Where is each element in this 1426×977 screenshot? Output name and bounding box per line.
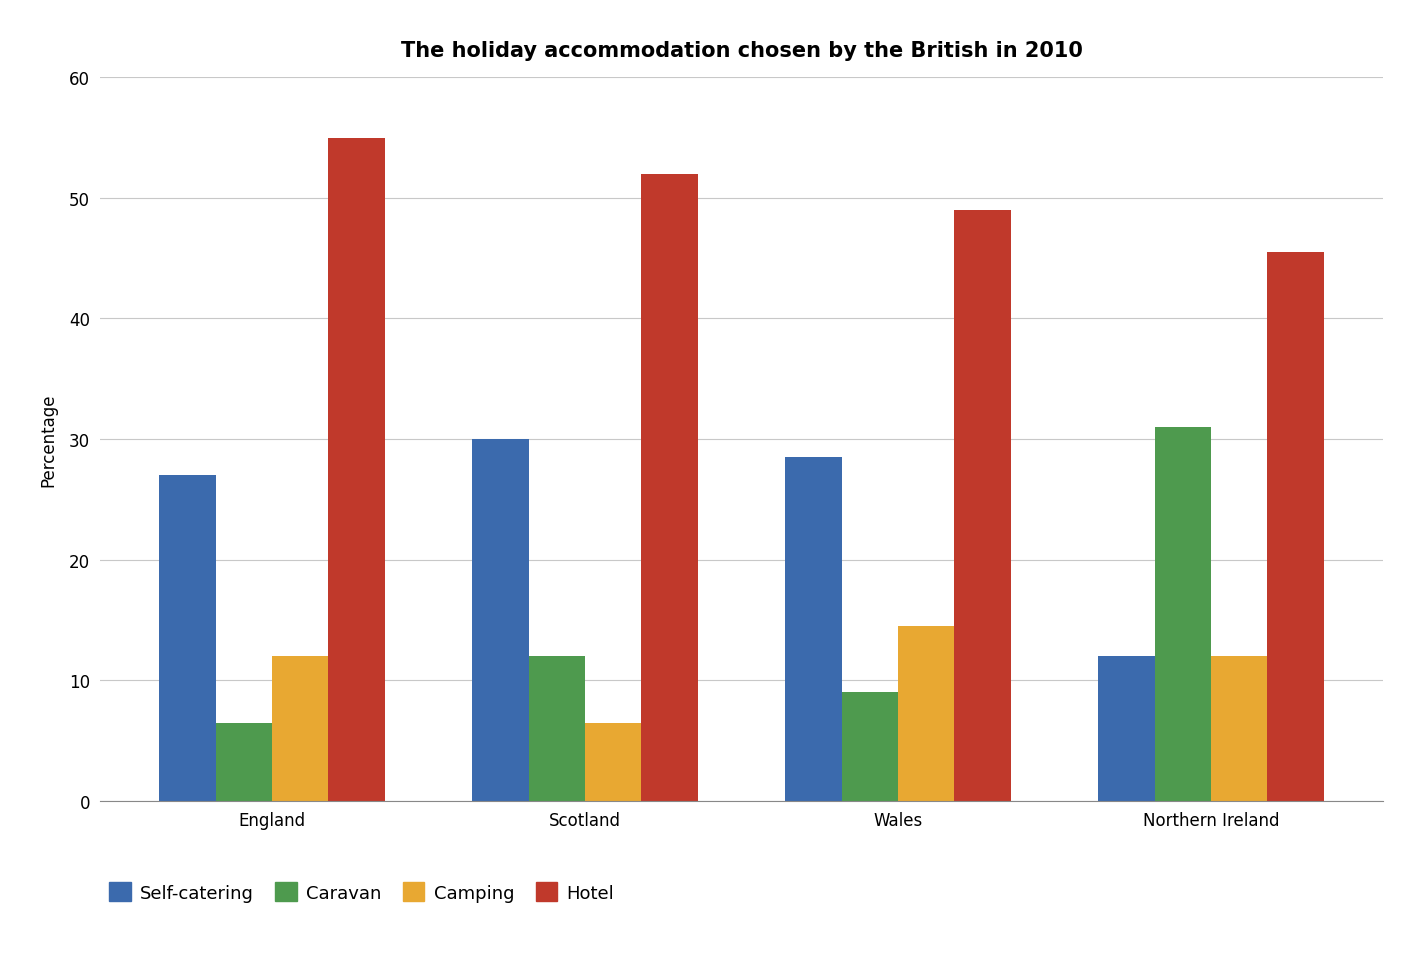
Bar	[1268, 253, 1323, 801]
Legend: Self-catering, Caravan, Camping, Hotel: Self-catering, Caravan, Camping, Hotel	[108, 882, 615, 902]
Bar	[472, 440, 529, 801]
Bar	[954, 211, 1011, 801]
Title: The holiday accommodation chosen by the British in 2010: The holiday accommodation chosen by the …	[401, 41, 1082, 62]
Bar	[272, 657, 328, 801]
Bar	[585, 723, 642, 801]
Bar	[529, 657, 585, 801]
Bar	[160, 476, 215, 801]
Bar	[841, 693, 898, 801]
Y-axis label: Percentage: Percentage	[40, 393, 58, 487]
Bar	[786, 457, 841, 801]
Bar	[215, 723, 272, 801]
Bar	[642, 175, 697, 801]
Bar	[898, 626, 954, 801]
Bar	[1211, 657, 1268, 801]
Bar	[328, 139, 385, 801]
Bar	[1155, 428, 1211, 801]
Bar	[1098, 657, 1155, 801]
